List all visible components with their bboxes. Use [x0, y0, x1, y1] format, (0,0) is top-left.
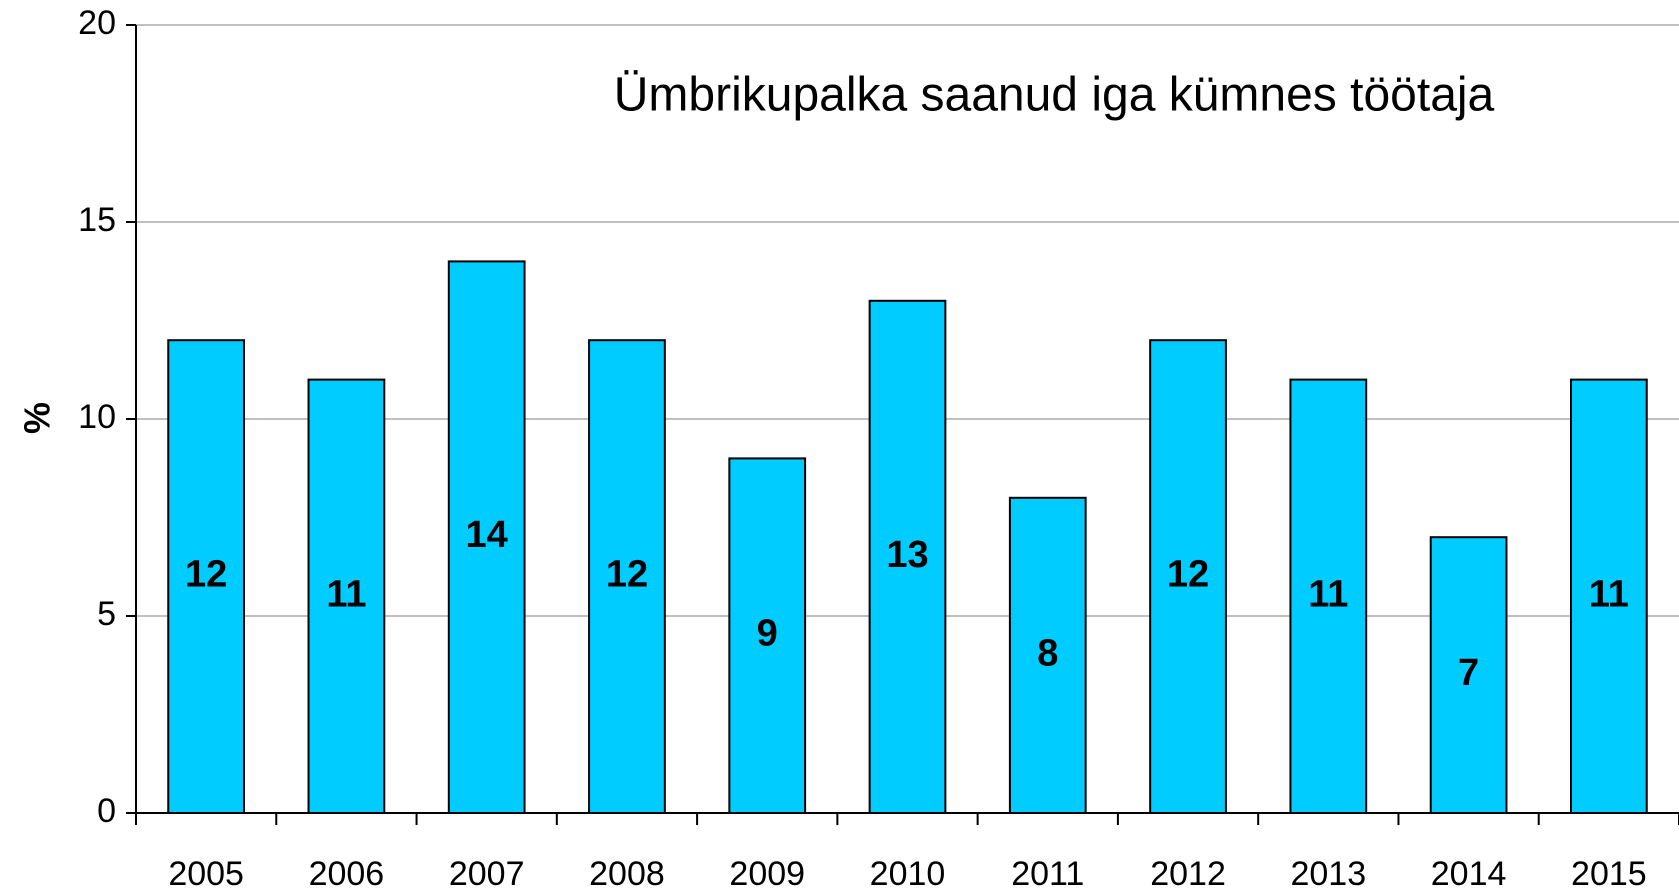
- x-tick-label: 2014: [1431, 855, 1507, 893]
- data-label: 14: [466, 514, 508, 556]
- data-label: 7: [1458, 652, 1479, 694]
- bar: [167, 339, 246, 814]
- bar: [588, 339, 666, 814]
- x-tick-label: 2012: [1150, 855, 1226, 893]
- data-label: 13: [886, 534, 928, 576]
- x-tick-label: 2011: [1011, 855, 1084, 893]
- data-label: 12: [606, 554, 648, 596]
- bar: [868, 299, 947, 814]
- bar: [1289, 378, 1368, 814]
- y-axis-label: %: [17, 402, 58, 434]
- bar: [307, 378, 386, 814]
- data-label: 12: [1167, 554, 1209, 596]
- x-tick-label: 2013: [1290, 855, 1366, 893]
- data-label: 11: [1308, 573, 1348, 615]
- y-tick-label: 10: [78, 398, 116, 436]
- bar: [1149, 339, 1227, 814]
- bar: [1008, 496, 1087, 814]
- y-tick-label: 5: [97, 595, 116, 633]
- data-label: 11: [1589, 573, 1629, 615]
- bar: [728, 457, 807, 814]
- x-tick-label: 2005: [168, 855, 244, 893]
- bar: [447, 260, 526, 814]
- x-tick-label: 2015: [1571, 855, 1647, 893]
- y-tick-label: 0: [97, 792, 116, 830]
- data-label: 11: [326, 573, 366, 615]
- y-tick-label: 15: [78, 201, 116, 239]
- data-label: 12: [185, 554, 227, 596]
- bar: [1429, 536, 1508, 814]
- x-tick-label: 2010: [870, 855, 946, 893]
- x-tick-label: 2007: [449, 855, 525, 893]
- x-tick-label: 2009: [729, 855, 805, 893]
- x-tick-label: 2006: [309, 855, 385, 893]
- data-label: 8: [1037, 632, 1058, 674]
- x-tick-label: 2008: [589, 855, 665, 893]
- chart-title: Ümbrikupalka saanud iga kümnes töötaja: [614, 69, 1495, 122]
- bar: [1569, 378, 1648, 814]
- y-tick-label: 20: [78, 4, 116, 42]
- data-label: 9: [757, 613, 778, 655]
